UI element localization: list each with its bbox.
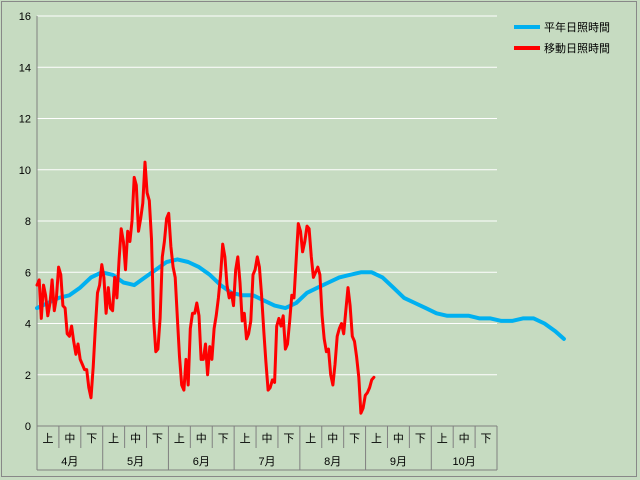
series-line-moving bbox=[35, 160, 376, 415]
x-decade-label: 下 bbox=[152, 433, 163, 445]
y-tick-label: 8 bbox=[25, 216, 31, 228]
x-decade-label: 中 bbox=[393, 432, 404, 445]
x-decade-label: 上 bbox=[174, 432, 185, 445]
y-tick-label: 4 bbox=[25, 319, 31, 331]
x-month-label: 5月 bbox=[127, 456, 144, 468]
x-decade-label: 上 bbox=[305, 432, 316, 445]
x-month-label: 9月 bbox=[390, 456, 407, 468]
x-decade-label: 下 bbox=[349, 433, 360, 445]
x-decade-label: 上 bbox=[240, 432, 251, 445]
x-month-label: 4月 bbox=[61, 456, 78, 468]
x-decade-label: 上 bbox=[42, 432, 53, 445]
x-decade-label: 上 bbox=[371, 432, 382, 445]
y-tick-labels: 0 2 4 6 8 10 12 14 16 bbox=[19, 11, 31, 433]
y-tick-label: 12 bbox=[19, 114, 31, 126]
x-decade-label: 上 bbox=[108, 432, 119, 445]
x-decade-label: 上 bbox=[437, 432, 448, 445]
x-month-label: 8月 bbox=[324, 456, 341, 468]
legend: 平年日照時間 移動日照時間 bbox=[514, 20, 610, 55]
x-decade-label: 下 bbox=[415, 433, 426, 445]
x-decade-label: 中 bbox=[459, 432, 470, 445]
legend-label-normal: 平年日照時間 bbox=[544, 20, 610, 34]
y-tick-label: 14 bbox=[19, 62, 31, 74]
x-decade-label: 下 bbox=[218, 433, 229, 445]
y-tick-label: 2 bbox=[25, 370, 31, 382]
y-tick-label: 16 bbox=[19, 11, 31, 23]
series-lines bbox=[35, 160, 566, 415]
y-tick-label: 10 bbox=[19, 165, 31, 177]
x-decade-label: 下 bbox=[86, 433, 97, 445]
gridlines bbox=[37, 15, 497, 376]
x-decade-label: 下 bbox=[283, 433, 294, 445]
x-decade-label: 中 bbox=[327, 432, 338, 445]
x-decade-label: 中 bbox=[130, 432, 141, 445]
x-decade-label: 下 bbox=[481, 433, 492, 445]
x-decade-label: 中 bbox=[64, 432, 75, 445]
series-line-normal bbox=[35, 257, 566, 341]
x-month-label: 7月 bbox=[258, 456, 275, 468]
x-decade-label: 中 bbox=[262, 432, 273, 445]
x-decade-label: 中 bbox=[196, 432, 207, 445]
y-tick-label: 0 bbox=[25, 421, 31, 433]
x-month-label: 6月 bbox=[193, 456, 210, 468]
x-axis-category-box: 上中下4月上中下5月上中下6月上中下7月上中下8月上中下9月上中下10月 bbox=[36, 425, 498, 471]
x-month-label: 10月 bbox=[453, 456, 476, 468]
y-tick-label: 6 bbox=[25, 267, 31, 279]
legend-label-moving: 移動日照時間 bbox=[544, 41, 610, 55]
